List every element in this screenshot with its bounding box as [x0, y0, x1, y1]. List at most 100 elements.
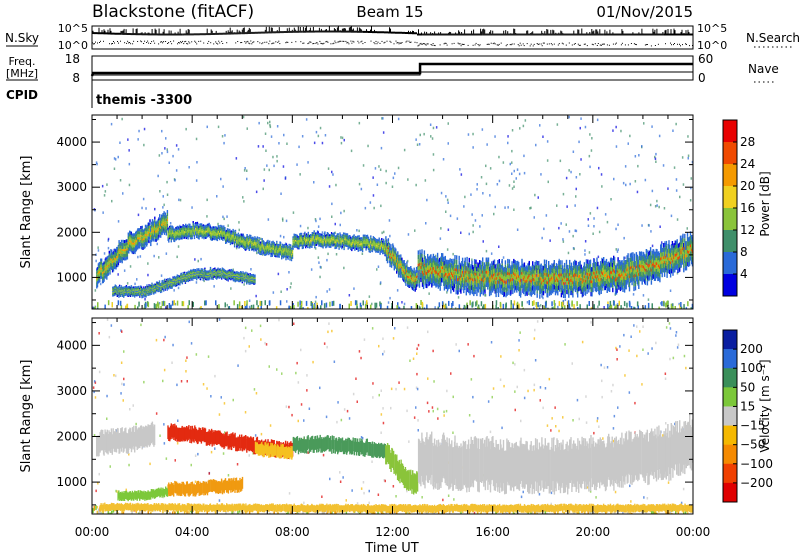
echo-cell: [129, 230, 131, 234]
noise-point: [446, 248, 449, 251]
nsearch-dot: [99, 42, 100, 43]
echo-cell: [198, 269, 200, 272]
clutter-point: [463, 304, 466, 309]
noise-point: [687, 154, 690, 157]
echo-cell: [148, 222, 150, 226]
echo-cell: [196, 233, 199, 236]
nsearch-dot: [434, 45, 436, 47]
clutter-point: [480, 301, 483, 307]
echo-cell: [162, 281, 164, 283]
echo-cell: [320, 242, 323, 246]
echo-cell: [128, 250, 130, 254]
echo-cell: [104, 258, 106, 262]
echo-cell: [172, 280, 174, 282]
echo-cell: [131, 286, 133, 289]
noise-point: [258, 121, 260, 125]
echo-cell: [179, 233, 181, 236]
echo-cell: [143, 234, 145, 238]
noise-point: [675, 178, 678, 181]
freq-tick-bottom: 8: [72, 71, 80, 85]
clutter-point: [145, 302, 147, 308]
noise-point: [507, 141, 509, 145]
echo-cell: [212, 237, 214, 240]
noise-point: [601, 288, 604, 291]
echo-cell: [281, 245, 284, 248]
echo-cell: [213, 230, 215, 233]
echo-cell: [219, 269, 222, 272]
noise-point: [326, 258, 328, 262]
noise-point: [637, 164, 639, 168]
echo-cell: [234, 277, 236, 279]
noise-point: [173, 289, 175, 292]
clutter-point: [499, 301, 502, 307]
noise-point: [128, 149, 130, 152]
nsearch-dot: [405, 41, 407, 43]
echo-cell: [224, 234, 226, 237]
echo-cell: [240, 242, 242, 246]
echo-cell: [270, 247, 272, 250]
noise-point: [534, 193, 536, 197]
nave-tick-bottom: 0: [698, 71, 706, 85]
echo-cell: [319, 237, 321, 240]
noise-point: [591, 137, 593, 140]
echo-cell: [204, 226, 206, 229]
echo-cell: [150, 232, 152, 235]
clutter-point: [275, 306, 278, 309]
echo-cell: [126, 245, 129, 249]
echo-cell: [249, 281, 252, 284]
noise-point: [572, 234, 574, 238]
nsearch-dot: [127, 40, 129, 42]
noise-point: [224, 134, 226, 137]
clutter-point: [452, 301, 454, 306]
echo-cell: [204, 236, 206, 239]
echo-cell: [107, 261, 110, 265]
clutter-point: [661, 301, 663, 307]
nsearch-dot: [182, 40, 184, 42]
echo-cell: [287, 248, 289, 251]
noise-point: [654, 205, 657, 208]
echo-cell: [269, 246, 271, 248]
echo-cell: [146, 242, 148, 245]
echo-cell: [242, 279, 244, 282]
echo-cell: [170, 283, 173, 285]
echo-cell: [138, 245, 141, 249]
echo-cell: [158, 283, 161, 285]
echo-cell: [305, 236, 307, 239]
clutter-point: [423, 307, 426, 309]
echo-cell: [191, 229, 193, 232]
noise-point: [623, 236, 625, 240]
echo-cell: [118, 290, 120, 293]
nsearch-dot: [439, 44, 441, 46]
echo-cell: [173, 279, 175, 282]
clutter-point: [359, 306, 362, 309]
echo-cell: [122, 293, 124, 296]
noise-point: [217, 125, 220, 129]
echo-cell: [169, 281, 172, 284]
echo-cell: [250, 248, 253, 251]
echo-cell: [103, 264, 105, 268]
echo-cell: [147, 292, 149, 295]
echo-cell: [197, 277, 199, 279]
noise-point: [665, 269, 667, 273]
echo-cell: [242, 233, 244, 236]
noise-point: [439, 237, 442, 240]
nsearch-dot: [322, 43, 324, 45]
echo-cell: [118, 294, 120, 297]
clutter-point: [561, 301, 563, 307]
echo-cell: [319, 242, 321, 245]
echo-cell: [125, 250, 128, 254]
echo-cell: [191, 271, 193, 273]
clutter-point: [593, 304, 595, 309]
echo-cell: [146, 235, 148, 239]
echo-cell: [96, 278, 99, 281]
echo-cell: [210, 271, 213, 273]
clutter-point: [155, 303, 158, 309]
noise-point: [243, 200, 245, 203]
nsearch-dot: [269, 40, 271, 42]
noise-point: [539, 124, 541, 127]
echo-cell: [135, 241, 138, 245]
nsearch-dot: [132, 43, 134, 45]
echo-cell: [138, 239, 141, 242]
echo-cell: [207, 231, 209, 233]
nsearch-dot: [686, 43, 687, 45]
